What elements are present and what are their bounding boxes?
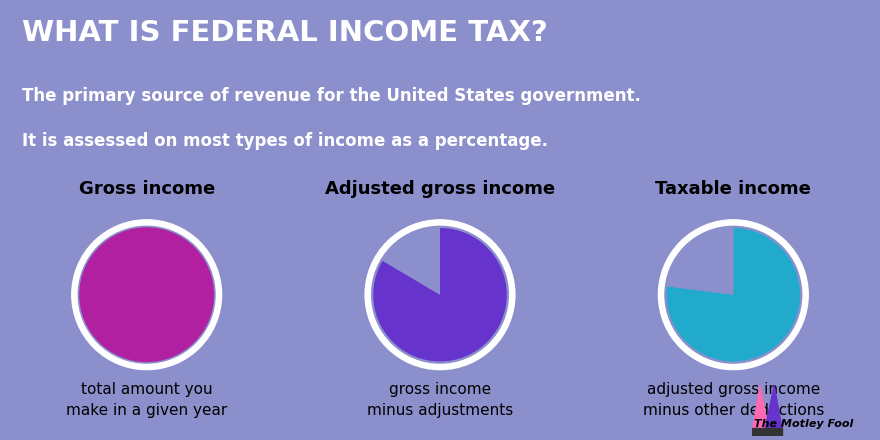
Circle shape — [78, 226, 215, 363]
Text: Gross income: Gross income — [78, 180, 215, 198]
Circle shape — [658, 220, 808, 370]
Circle shape — [371, 226, 509, 363]
Text: WHAT IS FEDERAL INCOME TAX?: WHAT IS FEDERAL INCOME TAX? — [22, 19, 547, 47]
Text: gross income
minus adjustments: gross income minus adjustments — [367, 381, 513, 418]
Text: total amount you
make in a given year: total amount you make in a given year — [66, 381, 227, 418]
Text: The primary source of revenue for the United States government.: The primary source of revenue for the Un… — [22, 87, 641, 105]
Polygon shape — [765, 385, 782, 430]
Wedge shape — [373, 228, 507, 361]
Circle shape — [80, 228, 214, 362]
Text: Adjusted gross income: Adjusted gross income — [325, 180, 555, 198]
Circle shape — [665, 226, 802, 363]
Polygon shape — [752, 428, 782, 436]
Text: It is assessed on most types of income as a percentage.: It is assessed on most types of income a… — [22, 132, 548, 150]
Wedge shape — [667, 228, 733, 295]
Text: adjusted gross income
minus other deductions: adjusted gross income minus other deduct… — [642, 381, 824, 418]
Wedge shape — [383, 228, 440, 295]
Text: Taxable income: Taxable income — [656, 180, 811, 198]
Circle shape — [72, 220, 222, 370]
Polygon shape — [752, 385, 768, 430]
Text: The Motley Fool: The Motley Fool — [754, 419, 854, 429]
Wedge shape — [666, 228, 800, 361]
Circle shape — [365, 220, 515, 370]
